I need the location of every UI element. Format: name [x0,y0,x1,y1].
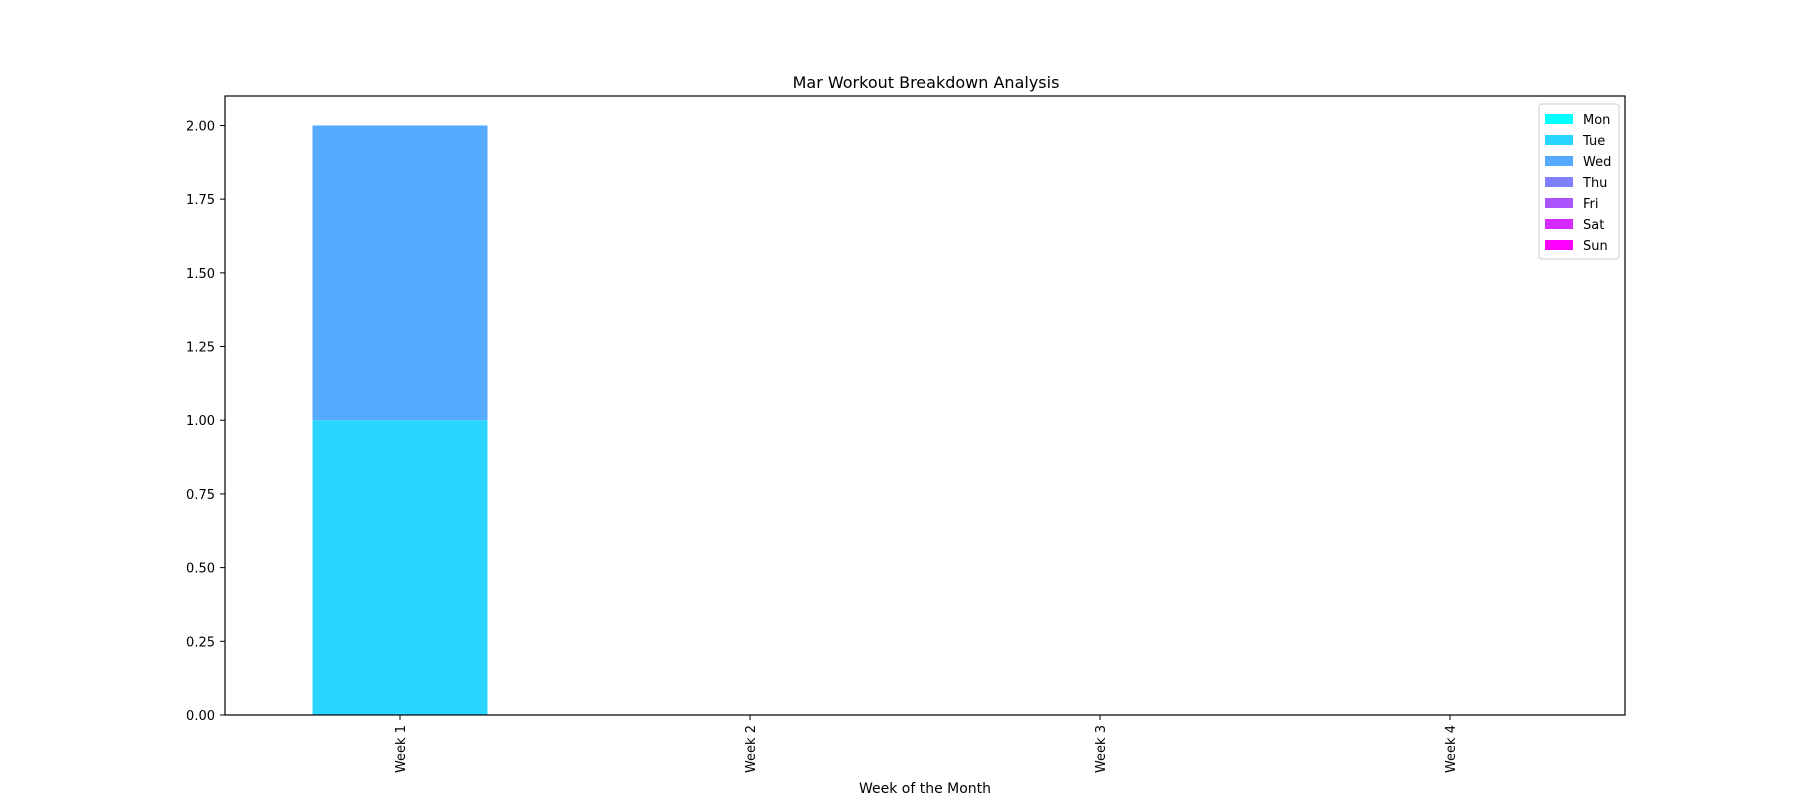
legend-swatch-wed [1545,156,1573,166]
x-tick-label: Week 4 [1444,725,1459,773]
bar-wed-week-1 [312,125,488,421]
y-tick-label: 1.00 [186,414,215,429]
x-tick-label: Week 3 [1094,725,1109,773]
x-axis-label: Week of the Month [859,781,991,797]
y-tick-label: 1.75 [186,193,215,208]
legend-swatch-mon [1545,114,1573,124]
legend-label-sat: Sat [1583,218,1604,233]
legend-swatch-thu [1545,177,1573,187]
legend-label-mon: Mon [1583,113,1610,128]
legend-label-wed: Wed [1583,155,1611,170]
legend-label-fri: Fri [1583,197,1599,212]
legend-swatch-sun [1545,240,1573,250]
legend-swatch-tue [1545,135,1573,145]
legend-label-tue: Tue [1582,134,1605,149]
y-tick-label: 0.50 [186,562,215,577]
legend-swatch-fri [1545,198,1573,208]
x-tick-label: Week 2 [744,725,759,773]
bars-group [312,125,488,715]
legend: Mon Tue Wed Thu Fri Sat Sun [1538,103,1620,260]
y-tick-label: 1.25 [186,341,215,356]
y-tick-label: 0.00 [186,709,215,724]
y-tick-label: 1.50 [186,267,215,282]
y-axis: 0.00 0.25 0.50 0.75 1.00 1.25 1.50 1.75 2.00 [186,119,225,724]
chart-title: Mar Workout Breakdown Analysis [793,73,1060,92]
y-tick-label: 2.00 [186,119,215,134]
legend-swatch-sat [1545,219,1573,229]
y-tick-label: 0.25 [186,635,215,650]
plot-frame [224,95,1626,716]
legend-label-thu: Thu [1582,176,1607,191]
x-axis: Week 1 Week 2 Week 3 Week 4 [394,715,1459,773]
y-tick-label: 0.75 [186,488,215,503]
bar-tue-week-1 [312,420,488,715]
legend-label-sun: Sun [1583,239,1608,254]
x-tick-label: Week 1 [394,725,409,773]
